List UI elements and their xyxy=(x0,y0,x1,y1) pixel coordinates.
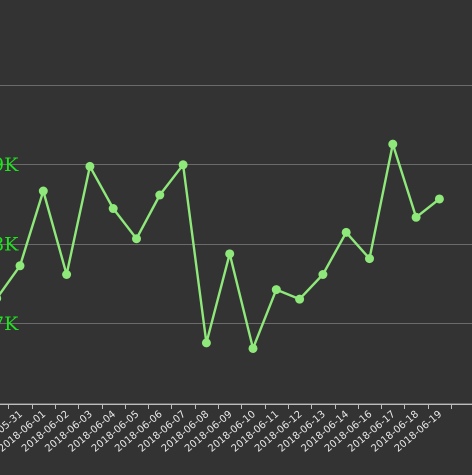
y-tick-label: 8K xyxy=(0,234,19,256)
data-point xyxy=(225,249,235,259)
y-tick-label: 9K xyxy=(0,154,19,176)
data-point xyxy=(248,343,258,353)
data-point xyxy=(434,194,444,204)
data-point xyxy=(62,270,72,280)
data-point xyxy=(365,254,374,264)
data-point xyxy=(295,294,305,304)
series-line xyxy=(0,142,441,350)
x-axis xyxy=(0,404,472,409)
y-axis-labels: 7K 8K 9K xyxy=(0,154,19,335)
x-axis-labels: 2018-05-312018-06-012018-06-022018-06-03… xyxy=(0,409,444,455)
data-point xyxy=(155,190,165,200)
data-point xyxy=(108,204,118,214)
y-tick-label: 7K xyxy=(0,313,19,335)
data-point xyxy=(85,161,95,171)
data-point xyxy=(178,160,188,170)
data-point xyxy=(38,186,48,196)
data-point xyxy=(271,285,281,295)
data-point xyxy=(318,270,328,280)
grid-lines xyxy=(0,85,472,404)
data-point xyxy=(388,139,398,149)
data-point xyxy=(341,227,351,237)
data-point xyxy=(132,234,141,244)
data-point xyxy=(411,212,421,222)
data-point xyxy=(15,261,25,271)
series-group xyxy=(0,139,444,353)
data-point xyxy=(201,338,211,348)
data-point xyxy=(0,295,2,302)
